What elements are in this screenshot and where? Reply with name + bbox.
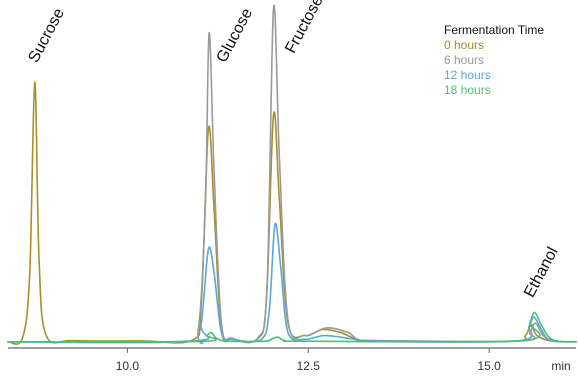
legend-title: Fermentation Time xyxy=(444,23,544,37)
x-tick-label-2: 12.5 xyxy=(297,359,321,373)
axis-layer: 10.0 12.5 15.0 min xyxy=(8,347,576,373)
legend-item-2: 6 hours xyxy=(444,53,484,67)
plot-area xyxy=(8,8,576,348)
x-tick-label-3: 15.0 xyxy=(477,359,501,373)
x-axis-unit: min xyxy=(551,359,570,373)
legend-item-4: 18 hours xyxy=(444,83,491,97)
legend-item-3: 12 hours xyxy=(444,68,491,82)
x-tick-label-1: 10.0 xyxy=(116,359,140,373)
plot-layer xyxy=(7,4,577,348)
series-line-3 xyxy=(7,222,577,344)
legend-item-1: 0 hours xyxy=(444,38,484,52)
series-line-4 xyxy=(7,311,577,343)
